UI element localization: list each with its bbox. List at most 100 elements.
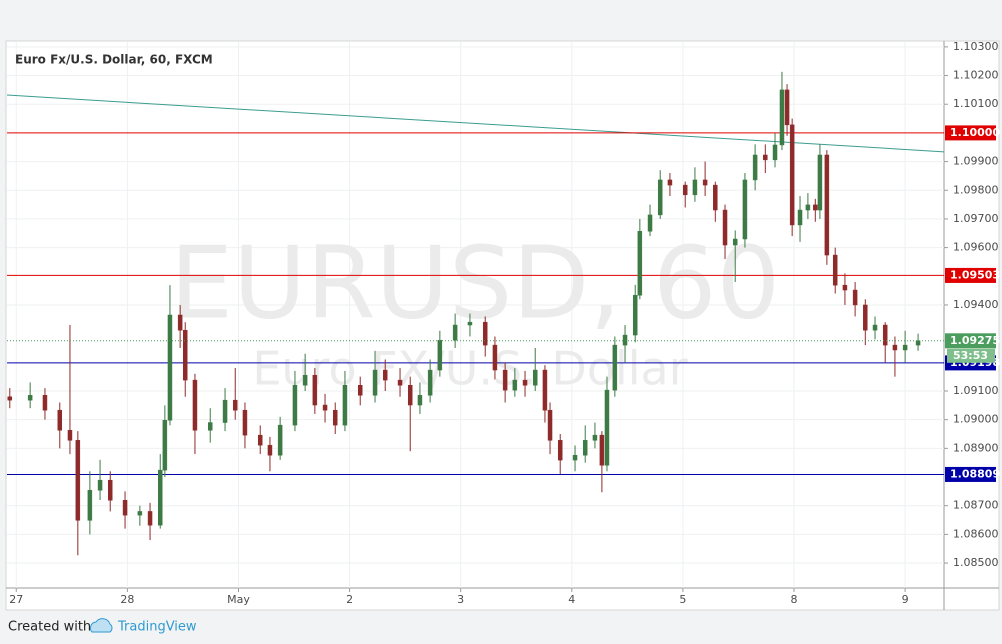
candle-body <box>312 374 318 406</box>
candle-body <box>742 179 748 240</box>
y-tick-label: 1.10300 <box>953 40 999 53</box>
last-price-box <box>945 333 996 349</box>
y-tick-label: 1.10200 <box>953 69 999 82</box>
x-tick-label: 3 <box>457 593 464 606</box>
level-label-box <box>945 267 996 283</box>
candle-body <box>599 434 605 466</box>
candle-body <box>763 154 768 161</box>
candle-body <box>713 184 718 211</box>
candle-body <box>682 184 688 196</box>
candle-body <box>467 321 473 326</box>
y-tick-label: 1.09900 <box>953 155 999 168</box>
logo <box>89 618 113 633</box>
candle-body <box>342 385 348 426</box>
y-tick-label: 1.08500 <box>953 556 999 569</box>
level-label: 1.08809 <box>950 467 1000 480</box>
candle-body <box>407 385 413 406</box>
candle-body <box>582 440 588 456</box>
x-tick-label: 4 <box>568 593 575 606</box>
x-tick-label: 8 <box>791 593 798 606</box>
candle-body <box>657 179 663 216</box>
candle-body <box>222 399 228 423</box>
candle-body <box>277 424 283 456</box>
candle-body <box>882 324 888 346</box>
candle-body <box>122 500 128 516</box>
candle-body <box>42 395 48 411</box>
x-tick-label: 2 <box>346 593 353 606</box>
candle-body <box>779 89 785 146</box>
candle-body <box>852 289 858 306</box>
y-tick-label: 1.09000 <box>953 413 999 426</box>
candle-body <box>732 238 738 246</box>
x-tick-label: 5 <box>679 593 686 606</box>
candle-body <box>292 385 298 426</box>
candle-body <box>357 385 363 396</box>
candle-body <box>182 329 188 381</box>
candle-body <box>872 324 878 331</box>
candle-body <box>512 379 518 391</box>
candle-body <box>637 231 643 296</box>
candle-body <box>632 294 638 336</box>
y-tick-label: 1.08900 <box>953 441 999 454</box>
x-tick-label: 27 <box>9 593 23 606</box>
level-label: 1.10000 <box>950 126 1000 139</box>
candle-body <box>147 511 153 526</box>
candle-body <box>452 324 458 341</box>
candle-body <box>532 369 538 386</box>
watermark: EURUSD, 60 <box>170 224 780 341</box>
level-label-box <box>945 125 996 141</box>
candle-body <box>692 179 698 196</box>
candle-body <box>167 314 173 421</box>
candle-body <box>162 419 168 471</box>
candle-body <box>752 154 758 181</box>
candle-body <box>622 334 628 346</box>
candle-body <box>75 440 81 521</box>
footer-brand[interactable]: TradingView <box>117 620 197 635</box>
candle-body <box>482 321 488 346</box>
candle-body <box>797 209 803 226</box>
candle-body <box>87 489 93 521</box>
candle-body <box>647 214 653 232</box>
candle-body <box>557 440 563 461</box>
last-price-label: 1.09275 <box>950 334 1000 347</box>
candle-body <box>322 404 328 411</box>
candle-body <box>397 379 403 386</box>
candle-body <box>232 399 238 411</box>
y-tick-label: 1.09100 <box>953 384 999 397</box>
candle-body <box>784 89 790 126</box>
candle-body <box>789 124 795 226</box>
candle-body <box>824 154 830 256</box>
candle-body <box>502 369 508 391</box>
countdown: 53:53 <box>953 349 988 362</box>
y-tick-label: 1.08600 <box>953 527 999 540</box>
candle-body <box>547 409 553 441</box>
level-label: 1.09503 <box>950 268 1000 281</box>
y-tick-label: 1.08700 <box>953 499 999 512</box>
y-tick-label: 1.10100 <box>953 97 999 110</box>
candle-body <box>702 179 708 186</box>
candle-body <box>542 369 548 411</box>
candle-body <box>27 395 33 401</box>
watermark-sub: Euro FX/U.S. Dollar <box>252 342 687 396</box>
candle-body <box>372 369 378 396</box>
chart-title: Euro Fx/U.S. Dollar, 60, FXCM <box>15 53 213 67</box>
candle-body <box>177 314 183 331</box>
candle-body <box>892 344 898 351</box>
candle-body <box>832 254 838 286</box>
y-tick-label: 1.09400 <box>953 298 999 311</box>
candle-body <box>427 369 433 396</box>
x-tick-label: May <box>227 593 250 606</box>
candle-body <box>267 444 273 456</box>
candle-body <box>772 144 778 161</box>
candle-body <box>192 379 198 431</box>
trend-line <box>6 94 945 153</box>
level-label-box <box>945 466 996 482</box>
candle-body <box>722 209 728 246</box>
candle-body <box>382 369 388 381</box>
candle-body <box>813 204 818 211</box>
candle-body <box>863 304 868 331</box>
candle-body <box>107 479 113 501</box>
candle-body <box>332 409 338 426</box>
